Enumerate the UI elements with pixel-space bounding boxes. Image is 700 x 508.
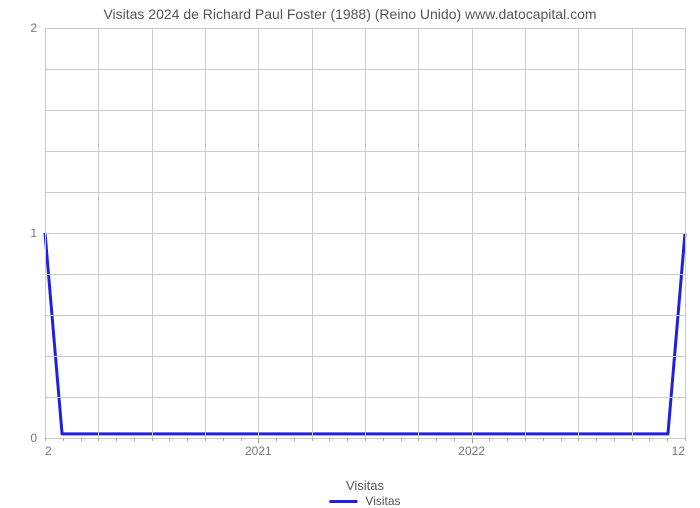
x-minor-tick — [472, 438, 473, 441]
x-minor-tick — [596, 438, 597, 441]
x-minor-tick — [667, 438, 668, 441]
gridline-vertical — [418, 28, 419, 438]
chart-title: Visitas 2024 de Richard Paul Foster (198… — [0, 6, 700, 22]
y-tick-label: 2 — [30, 21, 37, 35]
gridline-vertical — [472, 28, 473, 438]
gridline-vertical — [632, 28, 633, 438]
x-minor-tick — [418, 438, 419, 441]
x-minor-tick — [45, 438, 46, 441]
x-tick-label: 2022 — [458, 444, 485, 458]
x-edge-label-left: 2 — [45, 444, 52, 458]
x-minor-tick — [614, 438, 615, 441]
x-minor-tick — [365, 438, 366, 441]
x-minor-tick — [383, 438, 384, 441]
x-minor-tick — [258, 438, 259, 441]
x-minor-tick — [489, 438, 490, 441]
x-minor-tick — [507, 438, 508, 441]
gridline-vertical — [152, 28, 153, 438]
x-minor-tick — [134, 438, 135, 441]
x-minor-tick — [241, 438, 242, 441]
x-minor-tick — [81, 438, 82, 441]
x-minor-tick — [187, 438, 188, 441]
y-tick-label: 0 — [30, 431, 37, 445]
gridline-vertical — [578, 28, 579, 438]
x-minor-tick — [436, 438, 437, 441]
x-minor-tick — [312, 438, 313, 441]
gridline-vertical — [45, 28, 46, 438]
legend: Visitas — [329, 494, 400, 508]
gridline-vertical — [258, 28, 259, 438]
x-minor-tick — [578, 438, 579, 441]
x-tick-label: 2021 — [245, 444, 272, 458]
x-minor-tick — [294, 438, 295, 441]
gridline-vertical — [312, 28, 313, 438]
x-minor-tick — [454, 438, 455, 441]
x-minor-tick — [116, 438, 117, 441]
x-minor-tick — [205, 438, 206, 441]
x-edge-label-right: 12 — [672, 444, 685, 458]
gridline-vertical — [525, 28, 526, 438]
x-minor-tick — [347, 438, 348, 441]
gridline-vertical — [205, 28, 206, 438]
plot-area: Visitas Visitas 01220212022212 — [45, 28, 685, 439]
gridline-vertical — [98, 28, 99, 438]
x-minor-tick — [543, 438, 544, 441]
x-axis-label: Visitas — [346, 478, 384, 493]
x-minor-tick — [649, 438, 650, 441]
x-minor-tick — [63, 438, 64, 441]
x-minor-tick — [561, 438, 562, 441]
chart-container: Visitas 2024 de Richard Paul Foster (198… — [0, 0, 700, 500]
x-minor-tick — [632, 438, 633, 441]
y-tick-label: 1 — [30, 226, 37, 240]
x-minor-tick — [685, 438, 686, 441]
x-minor-tick — [152, 438, 153, 441]
x-minor-tick — [98, 438, 99, 441]
x-minor-tick — [329, 438, 330, 441]
gridline-vertical — [685, 28, 686, 438]
x-minor-tick — [223, 438, 224, 441]
x-minor-tick — [169, 438, 170, 441]
x-minor-tick — [276, 438, 277, 441]
legend-label: Visitas — [365, 494, 400, 508]
x-minor-tick — [525, 438, 526, 441]
x-minor-tick — [401, 438, 402, 441]
gridline-vertical — [365, 28, 366, 438]
